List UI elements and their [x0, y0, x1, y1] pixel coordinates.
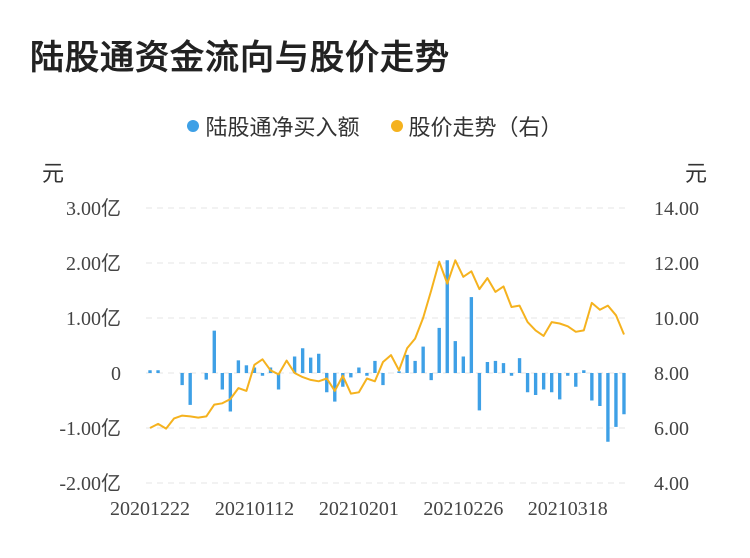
- bar: [469, 297, 474, 373]
- legend-label-price: 股价走势（右）: [408, 116, 563, 141]
- bar: [276, 373, 281, 390]
- legend-item-price[interactable]: 股价走势（右）: [390, 110, 563, 142]
- left-axis-tick-label: -2.00亿: [59, 472, 121, 495]
- bar: [188, 373, 192, 405]
- right-axis-tick-label: 6.00: [654, 418, 689, 440]
- bar: [204, 373, 208, 380]
- bar: [413, 360, 417, 373]
- bar: [445, 260, 449, 373]
- legend-dot-price-icon: [390, 120, 403, 132]
- right-axis-unit: 元: [685, 162, 708, 187]
- bar: [485, 362, 490, 373]
- legend-item-net-buy[interactable]: 陆股通净买入额: [187, 110, 360, 142]
- bar: [373, 360, 377, 373]
- bar: [622, 373, 626, 415]
- bar: [582, 370, 586, 373]
- bar: [574, 373, 578, 387]
- bar: [260, 373, 265, 376]
- bar: [477, 373, 482, 411]
- bar: [349, 373, 353, 378]
- bar: [509, 373, 514, 376]
- bar: [317, 353, 321, 373]
- right-axis-tick-label: 8.00: [654, 363, 689, 385]
- bar: [517, 358, 522, 373]
- left-axis-tick-label: 2.00亿: [66, 252, 121, 275]
- bar: [606, 373, 610, 442]
- bar: [212, 330, 216, 373]
- right-axis-tick-label: 4.00: [654, 473, 689, 495]
- bar: [252, 367, 257, 373]
- left-axis-tick-label: -1.00亿: [59, 417, 121, 440]
- bar: [541, 373, 546, 390]
- left-axis-unit: 元: [42, 162, 65, 187]
- bar: [325, 373, 329, 393]
- right-axis-tick-label: 10.00: [654, 308, 699, 330]
- price-line: [149, 259, 625, 430]
- bar: [156, 370, 160, 373]
- bar: [397, 371, 401, 373]
- bar: [453, 341, 457, 373]
- bar: [300, 348, 305, 373]
- bar: [493, 360, 498, 373]
- bar: [236, 360, 241, 373]
- x-axis-tick-label: 20210226: [423, 498, 503, 520]
- x-axis-tick-label: 20210112: [215, 498, 294, 520]
- bar: [292, 356, 297, 373]
- bar: [533, 373, 538, 395]
- bar: [558, 373, 562, 400]
- bar: [228, 373, 233, 412]
- bar: [341, 373, 345, 387]
- chart-legend: 陆股通净买入额 股价走势（右）: [0, 110, 750, 142]
- bar: [220, 373, 225, 390]
- bar: [357, 367, 361, 373]
- bar: [405, 354, 409, 373]
- bar: [549, 373, 554, 393]
- left-axis-tick-label: 1.00亿: [66, 307, 121, 330]
- bar: [421, 346, 425, 373]
- bar: [381, 373, 385, 386]
- bar: [308, 357, 313, 373]
- bar: [429, 373, 433, 381]
- page-title: 陆股通资金流向与股价走势: [30, 38, 450, 78]
- bar: [461, 356, 466, 373]
- bar: [333, 373, 337, 402]
- bar: [244, 365, 249, 373]
- bar: [365, 373, 369, 376]
- legend-dot-net-buy-icon: [187, 120, 200, 132]
- right-axis-tick-label: 12.00: [654, 253, 699, 275]
- right-axis-tick-label: 14.00: [654, 198, 699, 220]
- left-axis-tick-label: 3.00亿: [66, 197, 121, 220]
- x-axis-tick-label: 20201222: [110, 498, 190, 520]
- bar: [598, 373, 602, 406]
- left-axis-tick-label: 0: [111, 363, 121, 385]
- bar: [180, 373, 184, 386]
- bar: [566, 373, 570, 376]
- bar: [148, 370, 152, 373]
- bar: [614, 373, 618, 427]
- x-axis-tick-label: 20210318: [528, 498, 608, 520]
- legend-label-net-buy: 陆股通净买入额: [205, 116, 360, 141]
- x-axis-tick-label: 20210201: [319, 498, 399, 520]
- bar: [437, 327, 441, 373]
- bar: [501, 363, 506, 373]
- bar: [525, 373, 530, 393]
- bar: [590, 373, 594, 401]
